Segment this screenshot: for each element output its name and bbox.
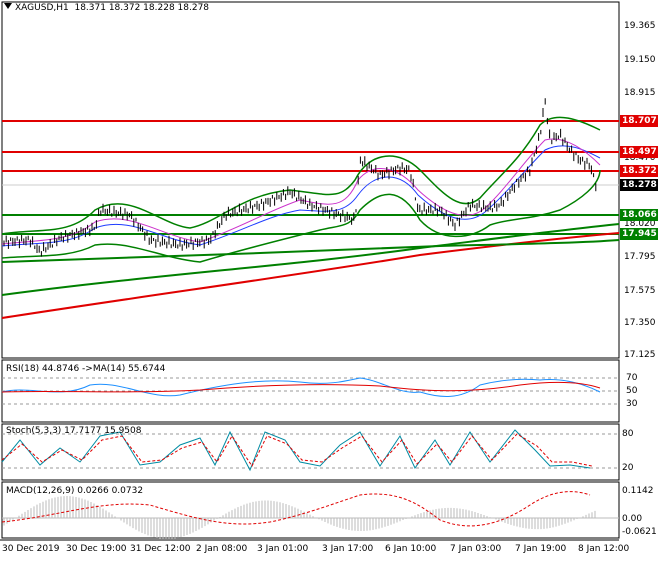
stoch-main (1, 429, 591, 472)
rsi-level-label: 50 (626, 386, 638, 396)
rsi-title: RSI(18) 44.8746 ->MA(14) 55.6744 (6, 364, 166, 374)
price-tag-resistance: 18.372 (620, 165, 658, 177)
bollinger-mid (1, 145, 601, 247)
time-label: 30 Dec 2019 (2, 544, 60, 554)
time-label: 2 Jan 08:00 (196, 544, 248, 554)
rsi-level-label: 30 (626, 399, 638, 409)
price-label: 17.125 (624, 350, 656, 360)
stoch-level-label: 80 (622, 429, 634, 439)
rsi-line (1, 377, 601, 397)
price-label: 17.350 (624, 318, 656, 328)
fast-ma (1, 138, 601, 245)
price-tag-support: 18.066 (620, 209, 658, 221)
stoch-pane (1, 423, 620, 481)
price-tag-current: 18.278 (620, 179, 658, 191)
macd-level-label: 0.1142 (622, 486, 654, 496)
price-label: 18.020 (624, 219, 656, 229)
macd-histogram (3, 496, 596, 539)
macd-level-label: 0.00 (622, 514, 643, 524)
stoch-level-label: 20 (622, 463, 634, 473)
time-label: 3 Jan 17:00 (322, 544, 374, 554)
time-label: 7 Jan 19:00 (515, 544, 567, 554)
time-label: 3 Jan 01:00 (257, 544, 309, 554)
macd-title: MACD(12,26,9) 0.0266 0.0732 (6, 486, 144, 496)
macd-pane (1, 481, 620, 539)
ma-long-green (1, 223, 620, 296)
time-label: 30 Dec 19:00 (66, 544, 127, 554)
dropdown-arrow-icon[interactable] (4, 3, 12, 9)
time-label: 6 Jan 10:00 (385, 544, 437, 554)
macd-level-label: -0.0621 (622, 527, 657, 537)
ohlc-values: 18.371 18.372 18.228 18.278 (74, 3, 210, 13)
symbol-label: XAGUSD,H1 (15, 3, 69, 13)
stoch-signal (1, 433, 593, 467)
price-tag-support: 17.945 (620, 228, 658, 240)
time-label: 8 Jan 12:00 (578, 544, 630, 554)
bollinger-upper (1, 116, 601, 235)
chart-title: XAGUSD,H1 18.371 18.372 18.228 18.278 (4, 3, 209, 13)
price-bars (3, 98, 597, 257)
rsi-ma-line (1, 381, 601, 393)
macd-signal (1, 491, 591, 527)
price-label: 17.795 (624, 252, 656, 262)
price-tag-resistance: 18.497 (620, 146, 658, 158)
price-tag-resistance: 18.707 (620, 115, 658, 127)
ma-long-red (1, 232, 620, 319)
rsi-level-label: 70 (626, 373, 638, 383)
time-label: 7 Jan 03:00 (450, 544, 502, 554)
price-label: 17.575 (624, 286, 656, 296)
price-label: 19.365 (624, 21, 656, 31)
price-label: 18.470 (624, 153, 656, 163)
stoch-title: Stoch(5,3,3) 17.7177 15.9508 (6, 426, 142, 436)
time-label: 31 Dec 12:00 (130, 544, 191, 554)
ma-flat-green (1, 239, 620, 263)
bollinger-lower (1, 169, 601, 263)
price-label: 19.150 (624, 55, 656, 65)
price-label: 18.915 (624, 88, 656, 98)
